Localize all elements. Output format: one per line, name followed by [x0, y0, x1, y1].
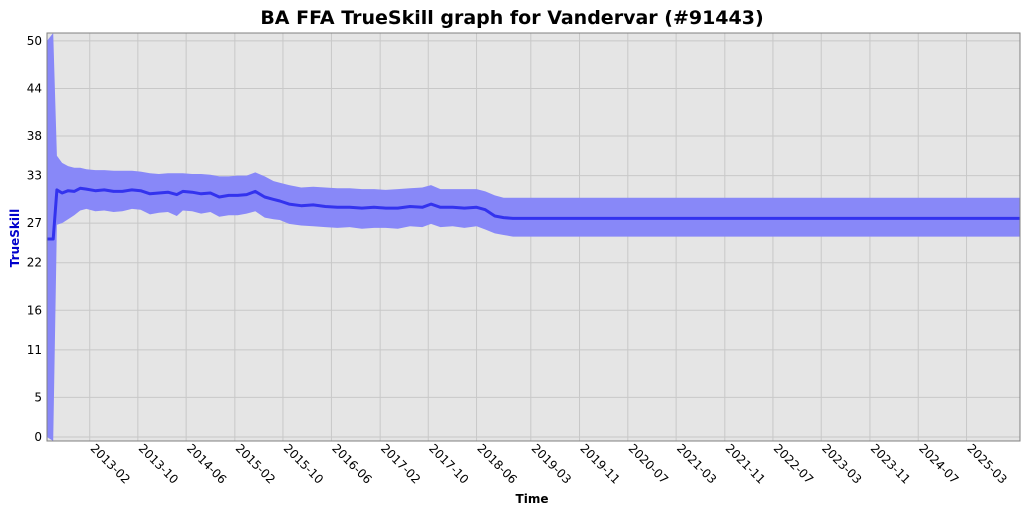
plot-frame [46, 32, 1021, 442]
x-tick-label: 2023-11 [868, 441, 913, 486]
x-tick-label: 2013-02 [88, 441, 133, 486]
x-tick-label: 2018-06 [474, 441, 519, 486]
trueskill-mean-line [47, 186, 1020, 241]
plot-background [47, 33, 1020, 441]
x-tick-label: 2016-06 [329, 441, 374, 486]
y-tick-label: 33 [27, 169, 42, 183]
x-tick-label: 2020-07 [626, 441, 671, 486]
y-tick-label: 50 [27, 34, 42, 48]
x-axis-title: Time [516, 492, 549, 506]
x-tick-label: 2019-03 [529, 441, 574, 486]
x-tick-label: 2024-07 [916, 441, 961, 486]
x-tick-label: 2022-07 [771, 441, 816, 486]
x-tick-label: 2021-11 [723, 441, 768, 486]
y-tick-labels: 0 5 11 16 22 27 33 38 44 50 [27, 34, 42, 444]
x-tick-label: 2017-02 [378, 441, 423, 486]
x-tick-label: 2015-02 [233, 441, 278, 486]
x-tick-label: 2025-03 [964, 441, 1009, 486]
chart-title: BA FFA TrueSkill graph for Vandervar (#9… [260, 7, 763, 29]
x-tick-label: 2023-03 [819, 441, 864, 486]
y-tick-label: 0 [34, 430, 42, 444]
y-tick-label: 22 [27, 256, 42, 270]
mean-line-layer [47, 186, 1020, 241]
x-tick-label: 2015-10 [281, 441, 326, 486]
x-tick-label: 2013-10 [136, 441, 181, 486]
x-tick-label: 2014-06 [184, 441, 229, 486]
y-tick-label: 16 [27, 303, 42, 317]
x-tick-label: 2021-03 [674, 441, 719, 486]
y-tick-label: 38 [27, 129, 42, 143]
y-tick-label: 11 [27, 343, 42, 357]
grid-lines [47, 33, 1020, 441]
y-axis-title: TrueSkill [8, 209, 22, 267]
y-tick-label: 44 [27, 81, 42, 95]
x-tick-label: 2017-10 [426, 441, 471, 486]
x-tick-label: 2019-11 [577, 441, 622, 486]
y-tick-label: 5 [34, 390, 42, 404]
y-tick-label: 27 [27, 216, 42, 230]
x-tick-labels: 2013-02 2013-10 2014-06 2015-02 2015-10 2016-… [88, 441, 1010, 486]
